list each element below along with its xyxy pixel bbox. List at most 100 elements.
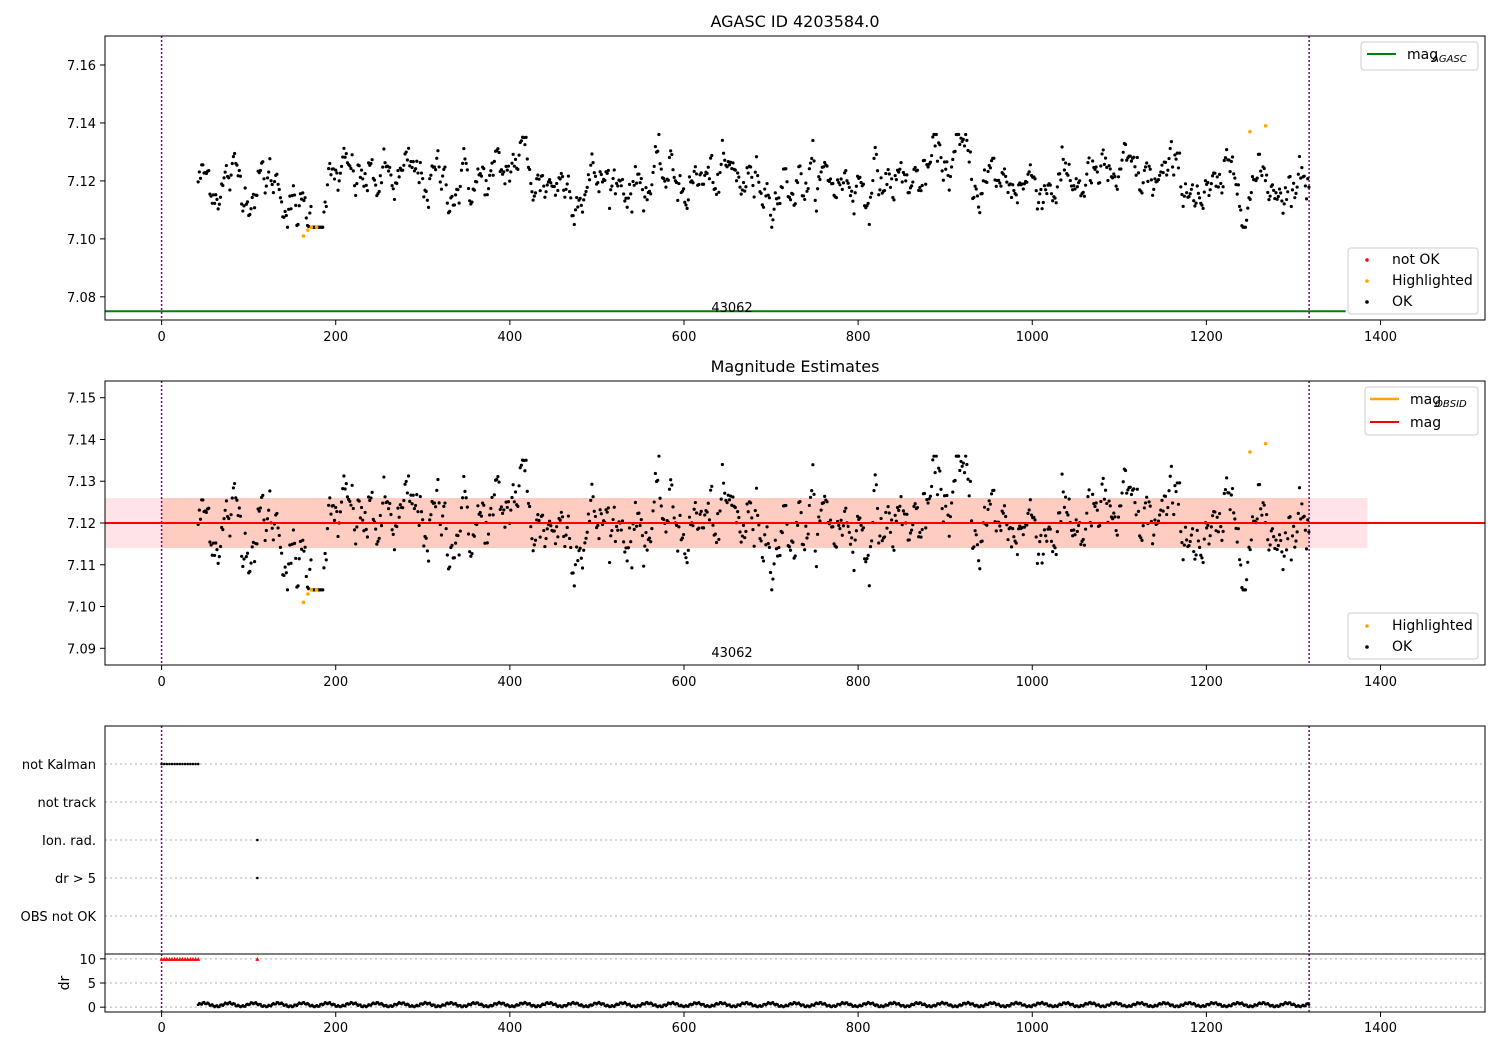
ok-point (1099, 499, 1103, 504)
ok-point (357, 164, 361, 168)
ok-point (1173, 153, 1177, 157)
panel-agasc: AGASC ID 4203584.0 43062 0 200 400 600 800 10… (67, 12, 1486, 345)
legend-mag-agasc-label: mag (1407, 47, 1438, 63)
flag-point (175, 762, 179, 766)
ok-point (1105, 165, 1109, 170)
ok-point (579, 203, 583, 207)
ok-point (625, 559, 629, 563)
ok-point (1038, 192, 1042, 196)
ok-point (713, 532, 717, 536)
ok-point (298, 539, 303, 544)
ok-point (589, 498, 593, 502)
ok-point (580, 566, 585, 570)
ok-point (559, 510, 563, 514)
ok-point (1181, 558, 1185, 562)
ok-point (625, 205, 629, 209)
ok-point (365, 189, 370, 193)
ok-point (1166, 506, 1170, 510)
ok-point (687, 175, 692, 179)
ok-point (1194, 553, 1198, 557)
ok-point (677, 181, 681, 186)
ok-point (1302, 514, 1306, 518)
ok-point (999, 528, 1003, 533)
ok-point (585, 530, 589, 534)
ok-point (1132, 155, 1136, 159)
ok-point (416, 510, 420, 514)
ok-point (1167, 489, 1171, 493)
ok-point (335, 509, 339, 514)
ok-point (908, 531, 913, 535)
ok-point (238, 514, 243, 518)
ok-point (1036, 552, 1041, 556)
ok-point (342, 474, 346, 478)
ok-point (216, 207, 220, 211)
ok-point (198, 517, 203, 521)
ok-point (214, 193, 218, 197)
ok-point (417, 180, 421, 185)
ok-point (935, 493, 940, 497)
ok-point (716, 512, 720, 516)
ok-point (209, 194, 213, 198)
ok-point (1306, 177, 1310, 181)
ok-point (1115, 533, 1119, 537)
ok-point (461, 161, 465, 165)
flag-point (178, 762, 182, 766)
ok-point (456, 534, 460, 538)
ok-point (1044, 188, 1048, 192)
ok-point (1135, 155, 1139, 160)
ok-point (307, 587, 311, 591)
ok-point (733, 505, 737, 510)
ok-point (241, 564, 245, 569)
ok-point (811, 463, 815, 467)
ok-point (1200, 203, 1204, 207)
ok-point (404, 479, 408, 484)
ok-point (627, 526, 632, 530)
ok-point (1060, 145, 1064, 149)
ok-point (303, 545, 307, 549)
ok-point (904, 179, 908, 183)
dr-clipped-point (190, 956, 195, 961)
ok-point (1015, 552, 1020, 557)
ok-point (873, 473, 877, 477)
ok-point (887, 172, 891, 176)
ok-point (468, 550, 472, 554)
ok-point (491, 173, 495, 177)
ok-point (1246, 206, 1250, 210)
ok-point (958, 468, 962, 473)
panel-1-plot-area (105, 36, 1346, 320)
ok-point (1280, 550, 1284, 554)
ok-point (261, 493, 265, 497)
legend-ok-marker (1365, 300, 1369, 304)
highlighted-point (306, 228, 310, 232)
ok-point (1228, 508, 1232, 512)
ok-point (753, 170, 757, 174)
ok-point (768, 213, 773, 217)
ok-point (579, 556, 583, 560)
ok-point (1266, 190, 1270, 195)
ok-point (591, 161, 595, 165)
ok-point (1121, 150, 1125, 154)
ok-point (453, 541, 458, 545)
ok-point (667, 487, 672, 491)
ok-point (234, 496, 238, 500)
ok-point (997, 178, 1001, 182)
ok-point (1098, 523, 1102, 528)
ok-point (1148, 504, 1152, 508)
ok-point (432, 501, 437, 505)
ok-point (354, 193, 358, 198)
ok-point (1266, 538, 1270, 542)
ok-point (659, 504, 663, 508)
ok-point (578, 196, 582, 200)
ok-point (1216, 530, 1221, 534)
ok-point (590, 152, 594, 156)
ok-point (1297, 486, 1302, 490)
ok-point (805, 189, 809, 193)
flag-point (173, 762, 176, 766)
ok-point (1147, 500, 1151, 504)
ok-point (818, 177, 822, 182)
ok-point (344, 482, 348, 486)
ok-point (828, 518, 833, 522)
ok-point (1174, 157, 1178, 161)
ok-point (496, 474, 500, 479)
x-tick-label: 800 (846, 675, 871, 690)
